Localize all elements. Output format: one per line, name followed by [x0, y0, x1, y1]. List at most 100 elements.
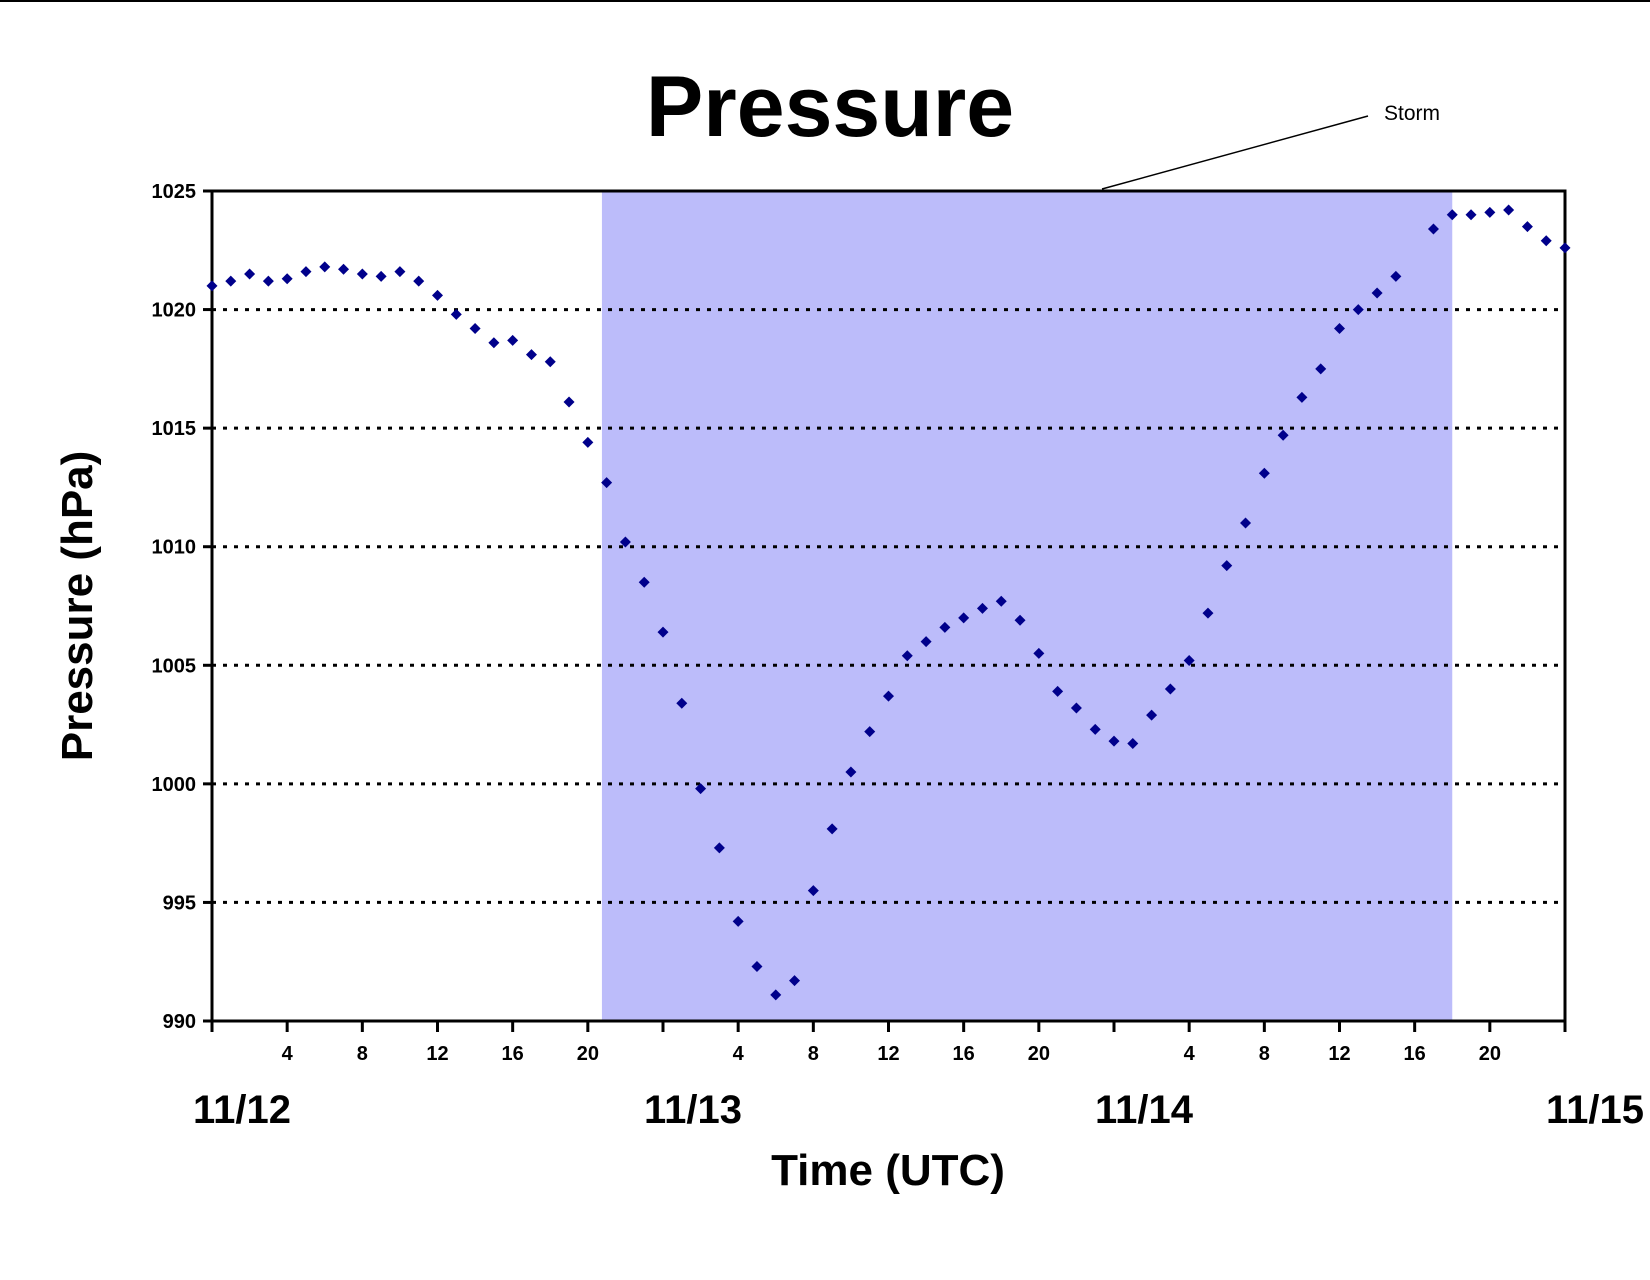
x-tick-label: 4	[282, 1043, 294, 1065]
data-point	[713, 842, 725, 854]
data-point	[770, 989, 782, 1001]
storm-shaded-region	[601, 191, 1453, 1021]
data-point	[1033, 647, 1045, 659]
x-tick-label: 20	[1028, 1043, 1050, 1065]
data-point	[619, 536, 631, 548]
data-point	[225, 275, 237, 287]
x-day-label: 11/14	[1095, 1088, 1194, 1132]
data-point	[1484, 206, 1496, 218]
x-tick-label: 20	[577, 1043, 599, 1065]
x-tick-label: 8	[808, 1043, 819, 1065]
data-point	[958, 612, 970, 624]
data-point	[450, 308, 462, 320]
x-day-label: 11/13	[644, 1088, 742, 1132]
data-point	[920, 636, 932, 648]
data-point	[525, 349, 537, 361]
data-point	[939, 621, 951, 633]
data-point	[751, 960, 763, 972]
data-point	[1390, 270, 1402, 282]
data-point	[1108, 735, 1120, 747]
data-point	[807, 885, 819, 897]
data-point	[544, 356, 556, 368]
data-point	[1052, 685, 1064, 697]
data-point	[1277, 429, 1289, 441]
data-point	[1183, 655, 1195, 667]
x-tick-label: 12	[877, 1043, 899, 1065]
x-tick-label: 4	[733, 1043, 745, 1065]
data-point	[1427, 223, 1439, 235]
data-point	[1446, 209, 1458, 221]
data-point	[1127, 738, 1139, 750]
y-tick-label-1020: 1020	[152, 300, 197, 322]
y-axis-title: Pressure (hPa)	[53, 451, 102, 762]
data-point	[281, 273, 293, 285]
data-point	[507, 334, 519, 346]
data-point	[676, 697, 688, 709]
data-point	[1503, 204, 1515, 216]
storm-annotation-line	[1101, 115, 1369, 190]
data-point	[563, 396, 575, 408]
data-point	[1315, 363, 1327, 375]
data-point	[488, 337, 500, 349]
storm-annotation-label: Storm	[1384, 102, 1440, 125]
x-tick-label: 16	[502, 1043, 524, 1065]
x-tick-label: 12	[1328, 1043, 1350, 1065]
data-point	[1014, 614, 1026, 626]
data-point	[1559, 242, 1571, 254]
y-tick-label-1000: 1000	[152, 774, 197, 796]
data-point	[1089, 723, 1101, 735]
data-point	[413, 275, 425, 287]
x-tick-label: 12	[426, 1043, 448, 1065]
data-point	[883, 690, 894, 702]
data-point	[1296, 391, 1308, 403]
data-point	[375, 270, 387, 282]
data-point	[206, 280, 218, 292]
data-point	[732, 915, 744, 927]
data-point	[789, 975, 801, 987]
x-day-label: 11/15	[1546, 1088, 1644, 1132]
data-point	[1240, 517, 1252, 529]
y-tick-label-1025: 1025	[152, 181, 197, 203]
y-tick-label-1005: 1005	[152, 655, 197, 677]
x-day-label: 11/12	[193, 1088, 291, 1132]
data-point	[1521, 221, 1533, 233]
data-point	[976, 602, 988, 614]
x-tick-label: 16	[953, 1043, 975, 1065]
data-point	[1202, 607, 1214, 619]
x-tick-label: 20	[1479, 1043, 1501, 1065]
x-axis-title: Time (UTC)	[771, 1146, 1005, 1195]
data-point	[1070, 702, 1082, 714]
data-point	[1371, 287, 1383, 299]
data-point	[469, 323, 481, 335]
data-point	[995, 595, 1007, 607]
data-point	[319, 261, 331, 273]
data-point	[244, 268, 256, 280]
y-tick-label-990: 990	[163, 1011, 196, 1033]
y-tick-label-1010: 1010	[152, 537, 197, 559]
data-point	[1258, 467, 1270, 479]
data-point	[582, 436, 594, 448]
data-point	[695, 783, 707, 795]
x-tick-label: 8	[357, 1043, 368, 1065]
data-point	[1540, 235, 1552, 247]
data-point	[1146, 709, 1158, 721]
data-point	[638, 576, 650, 588]
data-point	[845, 766, 857, 778]
x-tick-label: 16	[1404, 1043, 1426, 1065]
data-point	[356, 268, 368, 280]
data-point	[826, 823, 838, 835]
data-point	[300, 266, 312, 278]
data-point	[262, 275, 274, 287]
data-point	[864, 726, 876, 738]
data-point	[901, 650, 913, 662]
data-point	[432, 289, 443, 301]
x-tick-label: 4	[1184, 1043, 1196, 1065]
data-point	[1221, 560, 1233, 572]
chart-title: Pressure	[646, 59, 1014, 155]
data-point	[338, 263, 350, 275]
data-point	[394, 266, 406, 278]
y-tick-label-1015: 1015	[152, 418, 197, 440]
data-point	[1164, 683, 1176, 695]
